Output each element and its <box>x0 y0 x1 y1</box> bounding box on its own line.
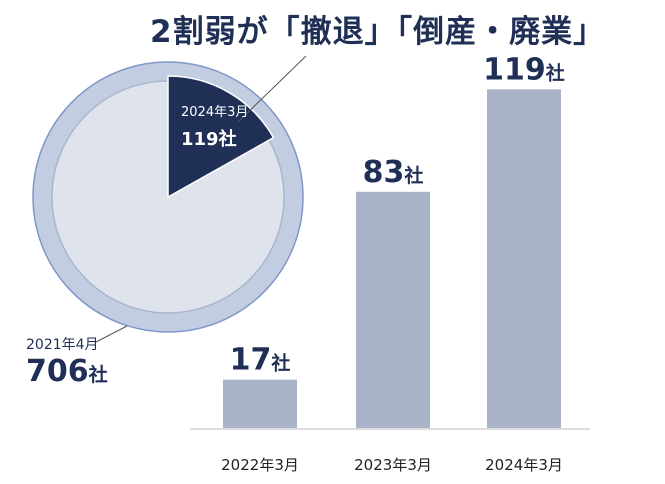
bar-2024年3月 <box>487 89 561 429</box>
pie-total-value: 706社 <box>26 354 108 389</box>
leader-line-total <box>95 325 128 343</box>
bar-series <box>223 89 561 429</box>
pie-slice-highlight <box>167 75 275 199</box>
bar-data-label: 119社 <box>483 52 565 87</box>
chart-title: 2割弱が「撤退」「倒産・廃業」 <box>150 14 606 50</box>
pie-slice-label: 2024年3月 <box>181 105 248 120</box>
bar-2023年3月 <box>356 191 430 428</box>
x-tick-label: 2023年3月 <box>354 456 432 474</box>
pie-slice-value: 119社 <box>181 128 237 150</box>
pie-total-label: 2021年4月 <box>26 337 99 353</box>
bar-data-labels: 17社 83社 119社 <box>230 52 565 377</box>
bar-data-label: 83社 <box>363 155 424 190</box>
x-tick-label: 2024年3月 <box>485 456 563 474</box>
leader-line-slice <box>237 55 307 123</box>
x-tick-label: 2022年3月 <box>221 456 299 474</box>
x-axis-tick-labels: 2022年3月 2023年3月 2024年3月 <box>221 456 563 474</box>
bar-2022年3月 <box>223 379 297 428</box>
bar-data-label: 17社 <box>230 343 291 378</box>
bar-chart: 2022年3月 2023年3月 2024年3月 17社 83社 119社 <box>190 52 590 474</box>
pie-chart: 2024年3月 119社 2021年4月 706社 <box>26 55 307 389</box>
